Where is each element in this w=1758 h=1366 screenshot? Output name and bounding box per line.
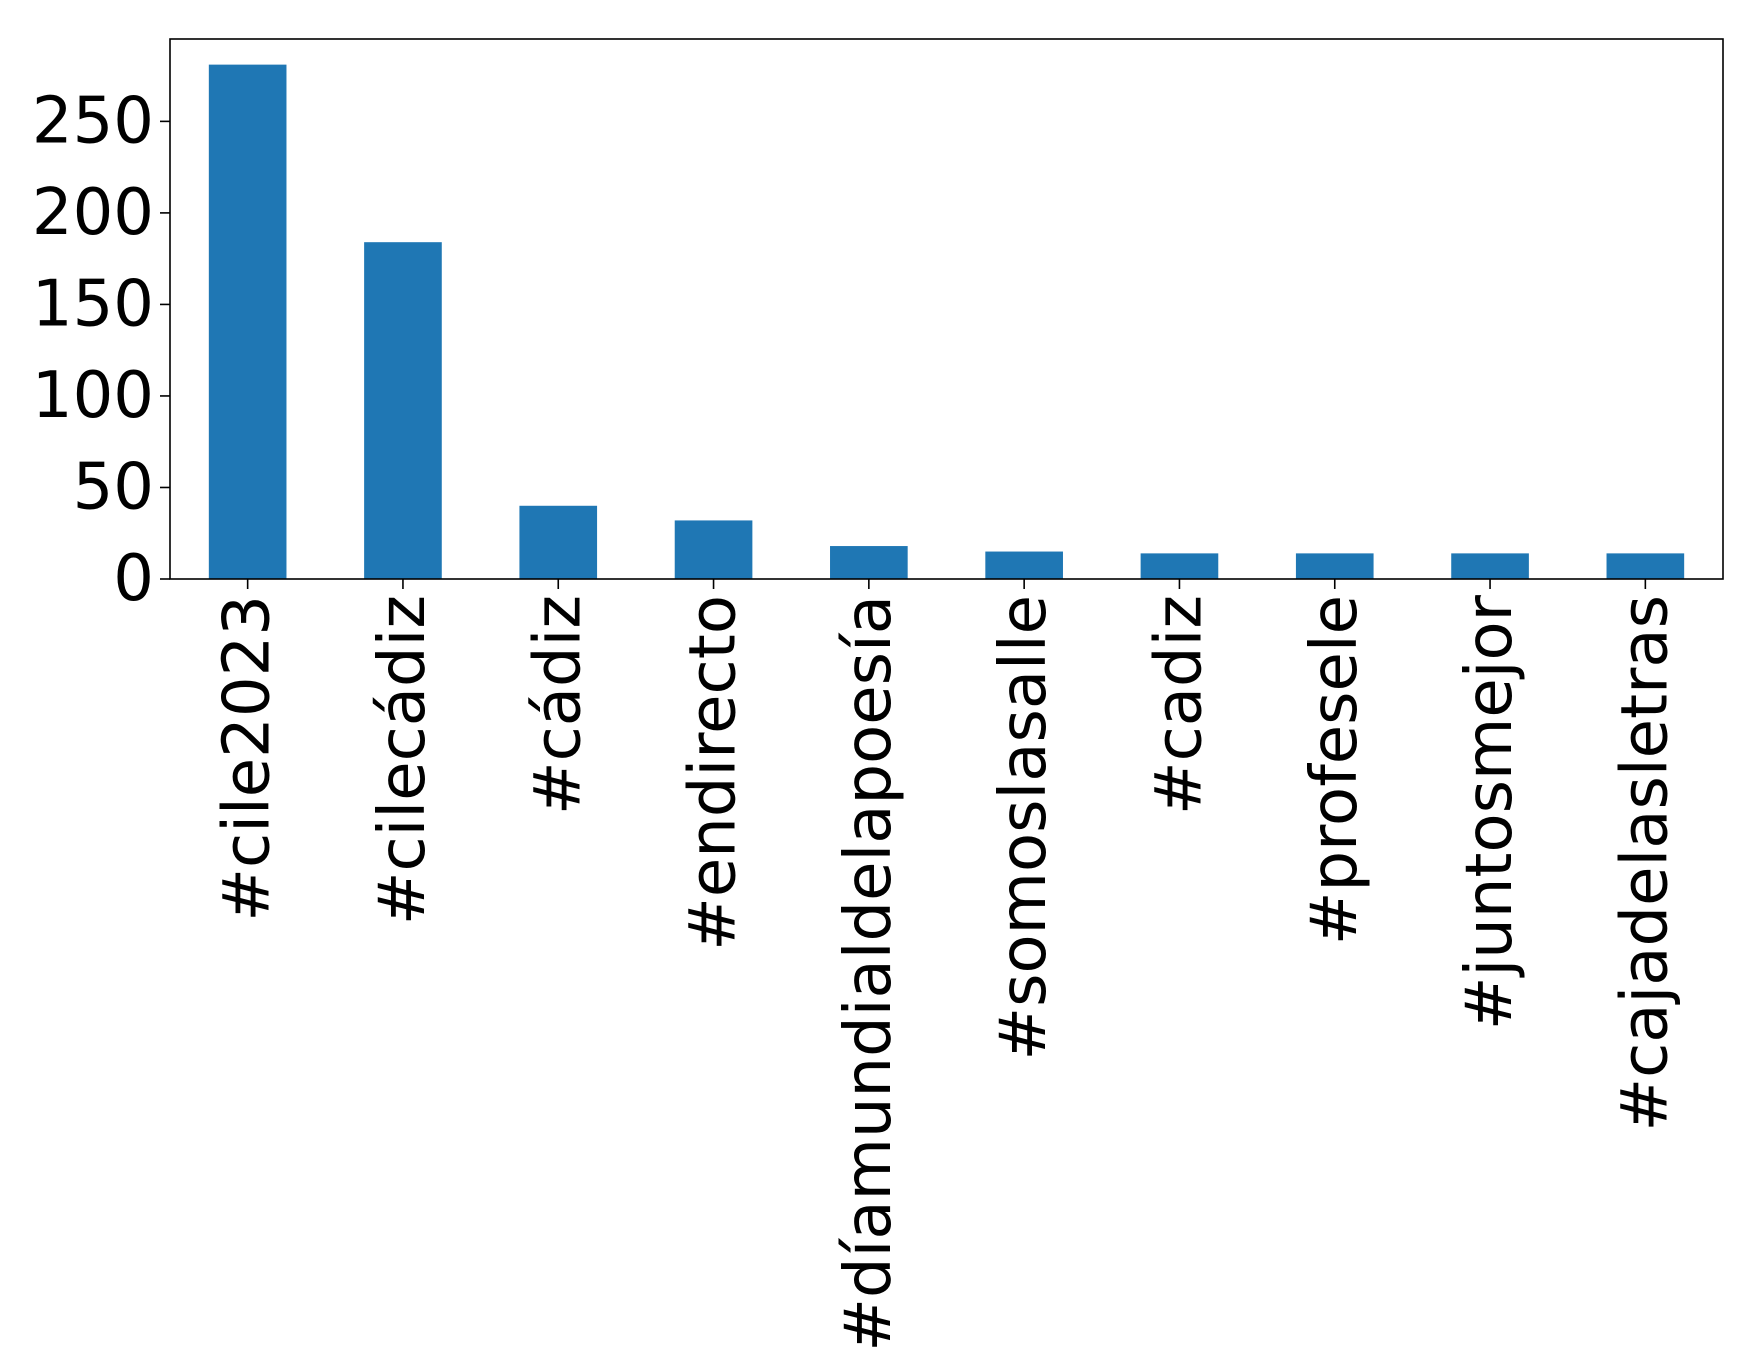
x-tick-label: #cádiz xyxy=(521,595,595,815)
x-tick-label: #juntosmejor xyxy=(1453,594,1527,1030)
x-tick-label: #endirecto xyxy=(677,595,751,951)
x-tick-label: #cile2023 xyxy=(211,595,285,922)
x-tick-label: #somoslasalle xyxy=(987,595,1061,1060)
y-tick-label: 0 xyxy=(113,542,154,616)
x-tick-label: #díamundialdelapoesía xyxy=(832,595,906,1352)
y-tick-label: 50 xyxy=(73,450,154,524)
bar-0 xyxy=(208,64,287,579)
bar-6 xyxy=(1140,553,1219,579)
y-tick-label: 100 xyxy=(32,359,154,433)
y-axis: 0 50 100 150 200 250 xyxy=(32,84,170,616)
y-tick-label: 200 xyxy=(32,176,154,250)
plot-frame xyxy=(169,38,1724,580)
bar-2 xyxy=(519,505,598,579)
y-tick-label: 250 xyxy=(32,84,154,158)
bar-1 xyxy=(364,242,442,579)
bar-5 xyxy=(985,551,1063,579)
bar-8 xyxy=(1451,553,1529,579)
bar-9 xyxy=(1606,553,1685,579)
x-tick-label: #cajadelasletras xyxy=(1608,595,1682,1132)
y-tick-label: 150 xyxy=(32,267,154,341)
bar-7 xyxy=(1295,553,1374,579)
bar-4 xyxy=(830,546,908,579)
x-tick-label: #profesele xyxy=(1298,595,1372,945)
x-tick-label: #cilecádiz xyxy=(366,595,440,925)
x-axis: #cile2023 #cilecádiz #cádiz #endirecto #díam… xyxy=(211,579,1682,1352)
bars-layer xyxy=(208,64,1685,579)
x-tick-label: #cadiz xyxy=(1142,595,1216,815)
bar-3 xyxy=(674,520,753,579)
